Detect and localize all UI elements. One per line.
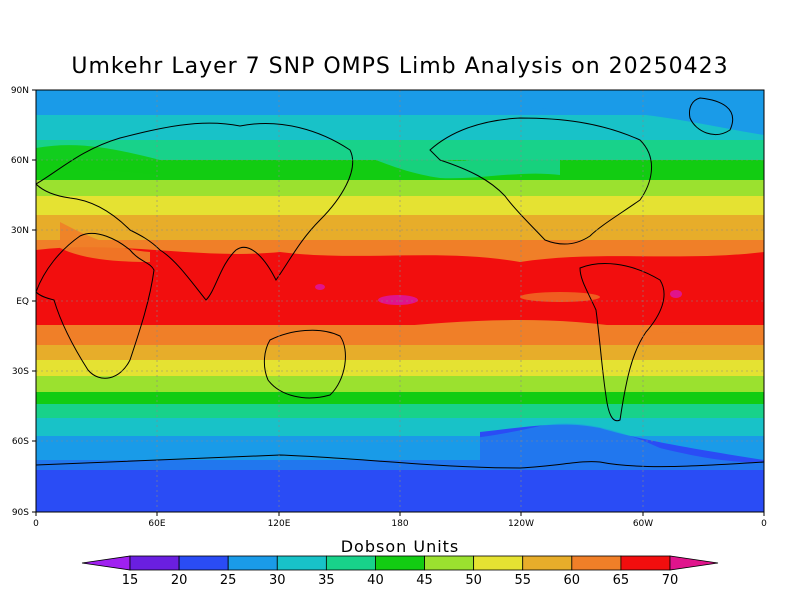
colorbar: 15 20 25 30 35 40 45 50 55 60 65 70 — [81, 555, 719, 588]
lat-label-90s: 90S — [12, 508, 29, 518]
lon-label-0-west: 0 — [33, 519, 39, 529]
lat-label-30s: 30S — [12, 367, 29, 377]
colorbar-tick-label: 50 — [465, 573, 482, 588]
lon-label-60e: 60E — [148, 519, 165, 529]
coast-africa — [36, 232, 155, 379]
colorbar-tick-label: 35 — [318, 573, 335, 588]
colorbar-tick-label: 65 — [613, 573, 630, 588]
coast-greenland — [689, 97, 734, 135]
colorbar-tick-label: 60 — [564, 573, 581, 588]
colorbar-swatch — [375, 555, 425, 571]
band-60-south — [36, 343, 764, 365]
colorbar-swatch — [424, 555, 475, 571]
lat-label-eq: EQ — [16, 297, 29, 307]
coast-eurasia — [36, 122, 354, 301]
lat-label-60s: 60S — [12, 437, 29, 447]
colorbar-swatch — [276, 555, 327, 571]
coast-antarctica — [36, 454, 764, 469]
colorbar-swatch — [473, 555, 524, 571]
longitude-labels: 0 60E 120E 180 120W 60W 0 — [33, 519, 767, 529]
coast-south-america — [579, 263, 665, 422]
colorbar-swatch — [325, 555, 376, 571]
latitude-labels: 90N 60N 30N EQ 30S 60S 90S — [11, 86, 29, 518]
coast-australia — [263, 329, 346, 399]
coastlines — [36, 97, 764, 469]
lat-label-30n: 30N — [11, 226, 29, 236]
colorbar-title: Dobson Units — [340, 537, 460, 556]
lat-label-90n: 90N — [11, 86, 29, 96]
colorbar-swatch — [571, 555, 622, 571]
lon-label-120e: 120E — [268, 519, 291, 529]
colorbar-swatch — [227, 555, 278, 571]
lon-label-0-east: 0 — [761, 519, 767, 529]
colorbar-tick-label: 55 — [514, 573, 531, 588]
colorbar-tick-label: 70 — [662, 573, 679, 588]
lon-label-180: 180 — [391, 519, 408, 529]
colorbar-tick-label: 25 — [220, 573, 237, 588]
colorbar-max-arrow — [669, 555, 719, 571]
colorbar-swatch — [522, 555, 573, 571]
map-title: Umkehr Layer 7 SNP OMPS Limb Analysis on… — [71, 54, 729, 79]
colorbar-swatch — [178, 555, 229, 571]
lon-label-120w: 120W — [508, 519, 534, 529]
colorbar-tick-label: 45 — [416, 573, 433, 588]
colorbar-tick-label: 40 — [367, 573, 384, 588]
colorbar-tick-label: 20 — [171, 573, 188, 588]
lat-label-60n: 60N — [11, 156, 29, 166]
colorbar-swatch — [620, 555, 671, 571]
colorbar-tick-label: 30 — [269, 573, 286, 588]
colorbar-swatch — [129, 555, 180, 571]
graticule — [36, 90, 764, 512]
band-40-south — [36, 404, 764, 422]
lon-label-60w: 60W — [633, 519, 653, 529]
colorbar-tick-label: 15 — [122, 573, 139, 588]
coast-north-america — [429, 117, 653, 245]
colorbar-min-arrow — [81, 555, 131, 571]
